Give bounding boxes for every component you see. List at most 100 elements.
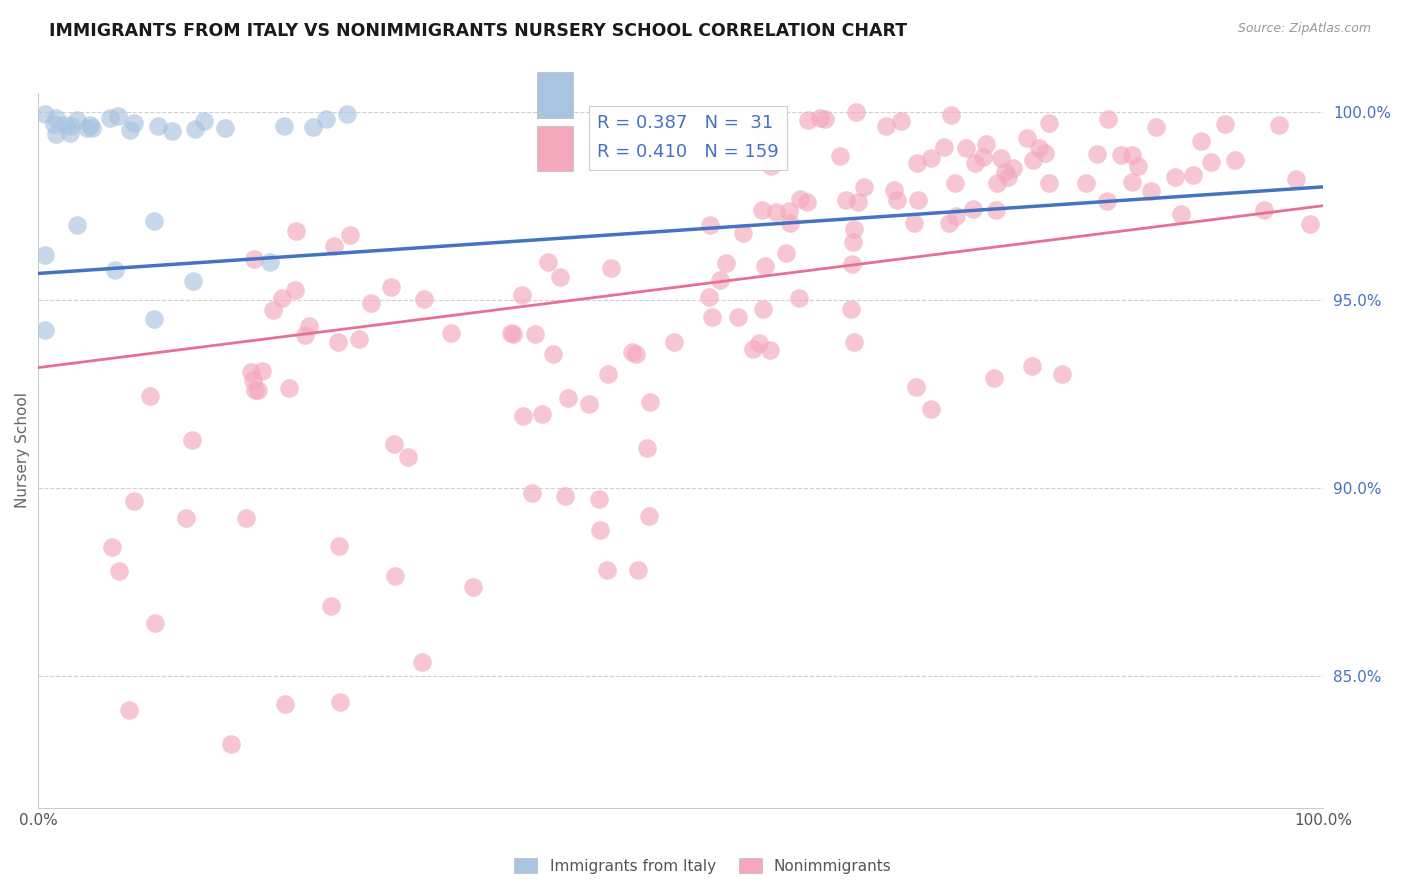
Point bbox=[259, 255, 281, 269]
Point bbox=[301, 120, 323, 134]
Point bbox=[294, 328, 316, 343]
Point bbox=[214, 121, 236, 136]
Point bbox=[1097, 112, 1119, 126]
Point bbox=[1298, 217, 1320, 231]
Point bbox=[146, 119, 169, 133]
Bar bbox=[537, 72, 572, 118]
Point bbox=[263, 303, 285, 318]
Point bbox=[932, 140, 955, 154]
Point bbox=[1164, 169, 1187, 184]
Point bbox=[42, 117, 65, 131]
Point bbox=[875, 119, 897, 133]
Point bbox=[80, 121, 103, 136]
Point bbox=[797, 113, 820, 128]
Point bbox=[990, 151, 1012, 165]
Point bbox=[974, 136, 997, 151]
Point bbox=[709, 273, 731, 287]
Point bbox=[662, 335, 685, 350]
Point bbox=[285, 224, 308, 238]
Point bbox=[903, 216, 925, 230]
Point bbox=[759, 343, 782, 357]
Point bbox=[440, 326, 463, 340]
Point bbox=[143, 213, 166, 227]
Point bbox=[184, 121, 207, 136]
Point bbox=[842, 235, 865, 249]
Point bbox=[412, 292, 434, 306]
Point bbox=[714, 256, 737, 270]
Point bbox=[384, 568, 406, 582]
Point bbox=[235, 510, 257, 524]
Point bbox=[239, 365, 262, 379]
Point bbox=[727, 310, 749, 324]
Point bbox=[328, 539, 350, 553]
Point bbox=[1144, 120, 1167, 135]
Point bbox=[1021, 359, 1043, 374]
Point bbox=[510, 287, 533, 301]
Point bbox=[766, 130, 789, 145]
Point bbox=[396, 450, 419, 465]
Point bbox=[328, 334, 350, 349]
Point bbox=[278, 380, 301, 394]
Point bbox=[245, 383, 267, 397]
Bar bbox=[537, 126, 572, 171]
Point bbox=[174, 510, 197, 524]
Point bbox=[98, 111, 121, 125]
Point bbox=[143, 311, 166, 326]
Point bbox=[181, 274, 204, 288]
Point bbox=[627, 563, 650, 577]
Point bbox=[160, 123, 183, 137]
Point bbox=[270, 291, 292, 305]
Point bbox=[842, 334, 865, 349]
Point bbox=[754, 259, 776, 273]
Point bbox=[247, 383, 270, 397]
Point bbox=[193, 113, 215, 128]
Point bbox=[972, 150, 994, 164]
Point bbox=[997, 169, 1019, 184]
Point bbox=[699, 290, 721, 304]
Point bbox=[243, 252, 266, 267]
Point bbox=[1285, 172, 1308, 186]
Point bbox=[1170, 207, 1192, 221]
Point bbox=[1033, 145, 1056, 160]
Point bbox=[411, 655, 433, 669]
Point bbox=[336, 107, 359, 121]
Point bbox=[886, 193, 908, 207]
Point bbox=[329, 695, 352, 709]
Point bbox=[890, 113, 912, 128]
Point bbox=[751, 142, 773, 156]
Point bbox=[741, 342, 763, 356]
Point bbox=[598, 367, 620, 381]
Point bbox=[846, 194, 869, 209]
Point bbox=[530, 407, 553, 421]
Point bbox=[1022, 153, 1045, 167]
Point bbox=[219, 737, 242, 751]
Point bbox=[1121, 175, 1143, 189]
Point bbox=[787, 291, 810, 305]
Point bbox=[636, 441, 658, 455]
Point bbox=[814, 112, 837, 127]
Point bbox=[1181, 169, 1204, 183]
Point bbox=[104, 262, 127, 277]
Point bbox=[943, 176, 966, 190]
Point bbox=[550, 269, 572, 284]
Point bbox=[118, 122, 141, 136]
Point bbox=[108, 564, 131, 578]
Point bbox=[796, 194, 818, 209]
Point bbox=[748, 121, 770, 136]
Point bbox=[45, 128, 67, 142]
Text: IMMIGRANTS FROM ITALY VS NONIMMIGRANTS NURSERY SCHOOL CORRELATION CHART: IMMIGRANTS FROM ITALY VS NONIMMIGRANTS N… bbox=[49, 22, 907, 40]
Point bbox=[557, 391, 579, 405]
Point bbox=[835, 193, 858, 207]
Point bbox=[920, 402, 942, 417]
Point bbox=[273, 119, 295, 133]
Point bbox=[983, 371, 1005, 385]
Point bbox=[1017, 131, 1039, 145]
Point bbox=[65, 113, 87, 128]
Legend: Immigrants from Italy, Nonimmigrants: Immigrants from Italy, Nonimmigrants bbox=[509, 852, 897, 880]
Point bbox=[118, 703, 141, 717]
Point bbox=[596, 563, 619, 577]
Point bbox=[700, 310, 723, 325]
Point bbox=[53, 118, 76, 132]
Point bbox=[752, 302, 775, 317]
Point bbox=[1050, 367, 1073, 381]
